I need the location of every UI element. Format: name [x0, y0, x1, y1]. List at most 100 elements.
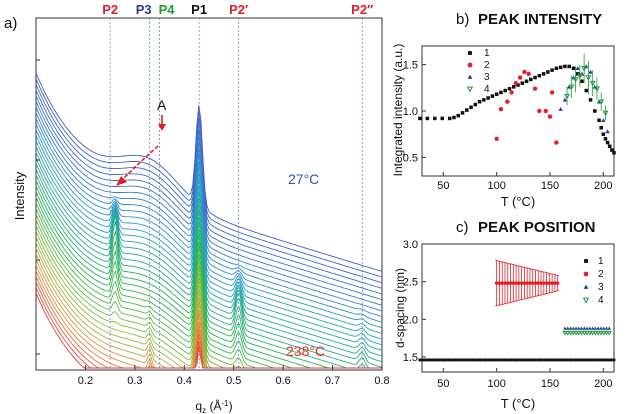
panel-b-point-series-2: [532, 86, 538, 91]
panel-b-legend-marker: [467, 62, 473, 68]
panel-b-point-series-1: [418, 116, 422, 121]
x-label-units: (Å: [206, 398, 221, 413]
panel-c-series: [418, 260, 616, 362]
panel-c-legend-label: 1: [598, 256, 604, 267]
panel-c-point-series-1: [579, 358, 583, 362]
spectrum-curve: [35, 151, 383, 351]
panel-c-point-series-1: [418, 358, 422, 362]
panel-b-point-series-3: [601, 118, 606, 123]
panel-b-point-series-4: [576, 73, 583, 79]
panel-c-point-series-2: [530, 281, 535, 285]
panel-c-point-series-1: [532, 358, 536, 362]
panel-b-legend-marker: [468, 51, 472, 55]
panel-c-point-series-4: [598, 330, 604, 336]
panel-c-legend-marker: [583, 284, 589, 289]
panel-b-legend-marker: [467, 74, 473, 79]
panel-c-point-series-1: [471, 358, 474, 362]
panel-c-legend-label: 2: [598, 269, 604, 280]
panel-b-point-series-2: [498, 106, 504, 112]
panel-c-point-series-2: [547, 281, 552, 285]
panel-c-point-series-3: [599, 326, 603, 330]
panel-c-point-series-1: [582, 358, 585, 362]
panel-c-point-series-2: [508, 281, 513, 285]
annotation-a: A: [157, 97, 167, 113]
panel-c-point-series-2: [555, 281, 560, 285]
panel-c-point-series-1: [534, 358, 538, 362]
panel-c-legend: 1 2 3 4: [582, 256, 604, 306]
panel-b-y-tick-label: 0.5: [403, 152, 418, 164]
panel-b-x-label: T (°C): [501, 194, 536, 209]
spectrum-curve: [35, 112, 383, 312]
spectrum-curve: [35, 140, 383, 340]
panel-c-point-series-2: [533, 281, 538, 285]
panel-c-point-series-1: [476, 358, 480, 362]
panel-c-point-series-1: [509, 358, 513, 362]
panel-a-x-tick-label: 0.7: [325, 375, 340, 387]
spectrum-curve: [35, 72, 383, 272]
panel-c-point-series-1: [493, 358, 497, 362]
panel-c-point-series-3: [585, 326, 589, 330]
panel-b-point-series-3: [588, 69, 593, 74]
panel-c-point-series-1: [460, 358, 463, 362]
peak-label-3: P4: [159, 2, 176, 17]
panel-b-point-series-1: [473, 102, 478, 107]
panel-c-point-series-1: [607, 358, 610, 362]
panel-c-y-tick-label: 2.0: [403, 314, 418, 326]
panel-b-legend-marker: [466, 86, 474, 93]
panel-b-point-series-2: [549, 90, 555, 95]
panel-c-y-label: d-spacing (nm): [393, 268, 407, 348]
panel-a-x-tick-label: 0.8: [374, 375, 389, 387]
panel-c-point-series-2: [505, 281, 510, 285]
panel-c-point-series-4: [584, 330, 590, 336]
panel-c-point-series-1: [443, 358, 447, 362]
peak-label-1: P2: [102, 2, 118, 17]
panel-b-point-series-1: [563, 64, 567, 69]
panel-b-point-series-3: [575, 66, 580, 71]
panel-c-point-series-1: [546, 358, 549, 362]
panel-b-point-series-1: [533, 75, 537, 80]
panel-c-point-series-1: [612, 358, 616, 362]
panel-c-point-series-1: [473, 358, 477, 362]
spectrum-curve: [35, 287, 382, 369]
panel-c-y-tick-label: 1.5: [403, 352, 418, 364]
panel-b-frame: [421, 45, 615, 177]
panel-b-point-series-1: [546, 70, 550, 74]
panel-c-point-series-1: [451, 358, 455, 362]
panel-b-point-series-4: [598, 99, 605, 105]
panel-c-point-series-3: [563, 326, 567, 330]
panel-b-point-series-1: [520, 81, 525, 85]
panel-c-point-series-1: [521, 358, 524, 362]
peak-labels: P2 P3 P4 P1 P2′ P2′′: [102, 2, 373, 17]
panel-c-point-series-1: [501, 358, 505, 362]
panel-c-title: PEAK POSITION: [478, 219, 596, 236]
panel-b-point-series-1: [603, 137, 608, 141]
panel-c-point-series-1: [487, 358, 491, 362]
panel-b-point-series-1: [465, 108, 469, 112]
panel-c-point-series-1: [423, 358, 427, 362]
panel-b-point-series-2: [537, 108, 542, 114]
panel-b-point-series-1: [597, 118, 601, 123]
panel-c-point-series-1: [595, 358, 599, 362]
panel-b-point-series-2: [547, 114, 553, 119]
panel-b-point-series-1: [447, 116, 452, 121]
panel-c-letter: c): [456, 219, 469, 236]
spectrum-curve: [35, 134, 383, 334]
panel-c-point-series-1: [512, 358, 516, 362]
spectrum-curve: [35, 123, 383, 323]
panel-c-point-series-1: [454, 358, 458, 362]
panel-a-y-label: Intensity: [12, 171, 27, 220]
panel-c-point-series-1: [504, 358, 508, 362]
panel-c-point-series-1: [565, 358, 569, 362]
panel-b-point-series-4: [564, 93, 571, 100]
panel-c-point-series-1: [518, 358, 522, 362]
panel-c-point-series-1: [576, 358, 580, 362]
panel-c-point-series-2: [511, 281, 516, 285]
panel-c-x-label: T (°C): [501, 396, 536, 411]
panel-c-point-series-1: [570, 358, 574, 362]
panel-b-point-series-1: [433, 116, 437, 121]
panel-c-point-series-4: [567, 330, 574, 336]
panel-b-point-series-1: [593, 109, 597, 113]
panel-a-x-tick-label: 0.4: [177, 375, 192, 387]
peak-label-5: P2′: [229, 2, 248, 17]
panel-a-x-tick-label: 0.5: [226, 375, 241, 387]
